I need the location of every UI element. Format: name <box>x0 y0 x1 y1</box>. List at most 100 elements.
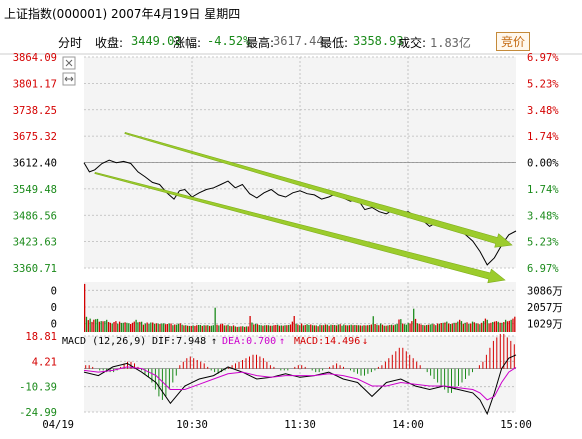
volume-bar <box>234 326 237 332</box>
volume-bar <box>297 324 299 332</box>
volume-bar <box>109 322 112 332</box>
volume-bar <box>357 325 360 332</box>
volume-bar <box>402 323 404 332</box>
volume-bar <box>93 319 95 332</box>
tab-intraday[interactable]: 分时 <box>58 36 83 50</box>
volume-bar <box>304 325 306 332</box>
volume-bar <box>205 325 207 332</box>
volume-bar <box>128 323 130 332</box>
volume-bar <box>400 319 402 332</box>
volume-bar <box>174 324 176 332</box>
price-tick-label: 3864.09 <box>13 52 57 64</box>
volume-bar <box>168 323 170 332</box>
volume-bar <box>484 318 487 332</box>
volume-bar <box>446 321 448 332</box>
volume-bar <box>418 323 420 332</box>
volume-bar <box>96 318 99 332</box>
volume-bar <box>267 325 270 332</box>
volume-bar <box>299 325 301 332</box>
price-tick-label: 3486.56 <box>13 210 57 222</box>
volume-bar <box>348 325 350 332</box>
volume-bar <box>137 322 139 332</box>
volume-bar <box>280 325 282 332</box>
volume-bar <box>308 325 310 332</box>
volume-bar <box>240 326 242 332</box>
volume-bar <box>159 324 161 332</box>
volume-bar <box>278 325 281 332</box>
volume-bar <box>179 323 181 332</box>
volume-bar <box>449 324 452 332</box>
volume-bar <box>247 326 249 332</box>
volume-label: 成交: <box>398 36 427 50</box>
volume-bar <box>464 322 466 332</box>
pct-tick-label: 5.23% <box>527 78 559 90</box>
volume-bar <box>481 322 483 332</box>
volume-tick-label-left: 0 <box>51 302 57 314</box>
volume-bar <box>218 325 220 332</box>
call-auction-button[interactable]: 竞价 <box>496 32 530 51</box>
macd-tick-label: 4.21 <box>32 356 57 368</box>
volume-bar <box>135 319 137 332</box>
macd-legend-dif: DIF:7.948 <box>152 336 206 347</box>
volume-bar <box>115 321 117 332</box>
close-icon-glyph <box>65 59 73 67</box>
volume-bar <box>120 322 123 332</box>
time-axis-label: 14:00 <box>392 419 424 431</box>
volume-bar <box>444 322 446 332</box>
volume-bar <box>370 324 373 332</box>
volume-bar <box>503 322 505 332</box>
volume-bar <box>326 324 328 332</box>
volume-bars <box>84 283 516 332</box>
pct-tick-label: 1.74% <box>527 131 559 143</box>
volume-bar <box>470 323 472 332</box>
price-tick-label: 3549.48 <box>13 184 57 196</box>
volume-bar <box>129 324 132 332</box>
volume-bar <box>207 325 209 332</box>
trend-arrows <box>94 132 513 284</box>
volume-bar <box>501 322 503 332</box>
volume-bar <box>253 324 255 332</box>
volume-bar <box>163 323 165 332</box>
volume-bar <box>330 324 332 332</box>
volume-bar <box>85 316 88 332</box>
volume-bar <box>391 324 393 332</box>
volume-bar <box>420 324 422 332</box>
volume-bar <box>413 308 415 332</box>
volume-bar <box>356 325 358 332</box>
volume-bar <box>300 323 303 332</box>
volume-bar <box>387 325 389 332</box>
volume-bar <box>144 323 146 332</box>
volume-bar <box>368 325 371 332</box>
volume-bar <box>254 323 257 332</box>
volume-bar <box>350 324 352 332</box>
volume-bar <box>242 326 244 332</box>
volume-bar <box>256 324 259 332</box>
volume-bar <box>379 323 382 332</box>
volume-bar <box>284 325 286 332</box>
volume-bar <box>490 322 492 332</box>
volume-tick-label-right: 2057万 <box>527 302 563 314</box>
macd-tick-label: -10.39 <box>19 382 57 394</box>
volume-bar <box>468 324 470 332</box>
volume-bar <box>118 321 121 332</box>
volume-bar <box>376 324 378 332</box>
volume-bar <box>499 322 501 332</box>
volume-bar <box>172 325 174 332</box>
time-axis-label: 15:00 <box>500 419 532 431</box>
volume-bar <box>199 325 202 332</box>
volume-bar <box>225 325 227 332</box>
volume-bar <box>295 323 297 332</box>
volume-bar <box>311 325 314 332</box>
pct-tick-label: 5.23% <box>527 237 559 249</box>
volume-bar <box>175 324 178 332</box>
volume-bar <box>258 325 260 332</box>
volume-bar <box>416 323 419 332</box>
volume-bar <box>425 325 428 332</box>
volume-bar <box>339 324 341 332</box>
zoom-controls <box>62 56 76 86</box>
volume-bar <box>223 325 225 332</box>
volume-bar <box>495 321 498 332</box>
volume-bar <box>431 323 433 332</box>
volume-bar <box>433 324 435 332</box>
